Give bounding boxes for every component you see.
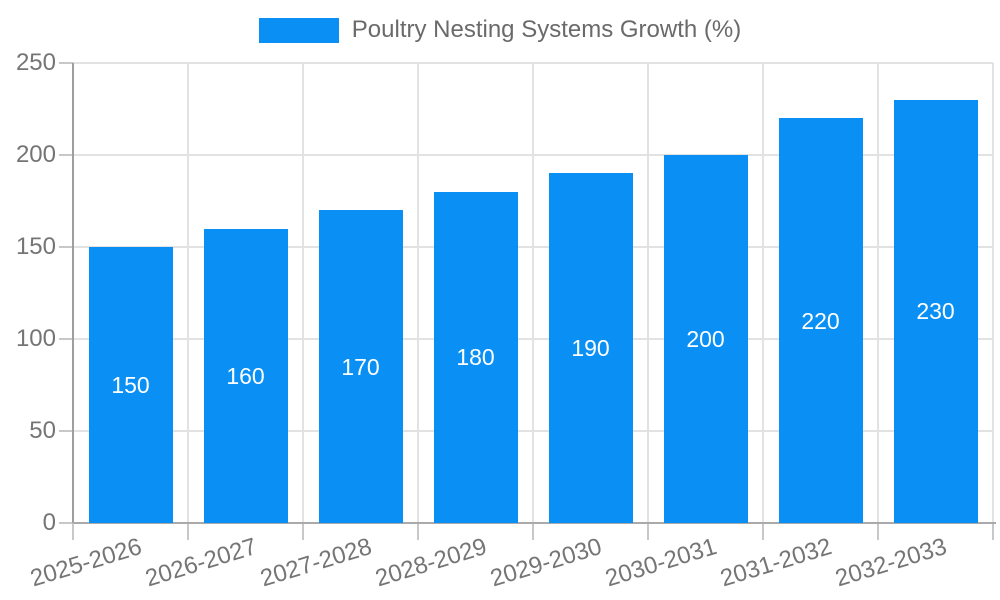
gridline-vertical xyxy=(877,63,879,523)
bar[interactable]: 160 xyxy=(203,228,288,523)
x-axis-tick xyxy=(877,523,879,540)
y-axis-label: 100 xyxy=(15,325,56,352)
y-axis-tick xyxy=(59,430,73,432)
bar[interactable]: 200 xyxy=(663,155,748,523)
gridline-vertical xyxy=(647,63,649,523)
bar-value-label: 220 xyxy=(801,307,840,334)
gridline-vertical xyxy=(762,63,764,523)
bar[interactable]: 190 xyxy=(548,173,633,523)
y-axis-tick xyxy=(59,62,73,64)
bar[interactable]: 170 xyxy=(318,210,403,523)
gridline-vertical xyxy=(187,63,189,523)
x-axis-tick xyxy=(417,523,419,540)
x-axis-tick xyxy=(532,523,534,540)
x-axis-tick xyxy=(992,523,994,540)
bar-value-label: 200 xyxy=(686,326,725,352)
y-axis-line xyxy=(72,63,74,523)
bar[interactable]: 180 xyxy=(433,191,518,523)
legend-swatch-icon xyxy=(258,17,339,43)
gridline-vertical xyxy=(302,63,304,523)
bar[interactable]: 220 xyxy=(778,118,863,523)
legend-label: Poultry Nesting Systems Growth (%) xyxy=(351,16,742,43)
bar-value-label: 190 xyxy=(571,335,610,362)
y-axis-label: 250 xyxy=(15,49,56,76)
x-axis-line xyxy=(73,522,996,524)
x-axis-tick xyxy=(302,523,304,540)
legend[interactable]: Poultry Nesting Systems Growth (%) xyxy=(0,16,1000,44)
bar[interactable]: 230 xyxy=(893,99,978,523)
gridline-vertical xyxy=(417,63,419,523)
y-axis-label: 200 xyxy=(15,141,56,168)
x-axis-tick xyxy=(647,523,649,540)
y-axis-tick xyxy=(59,154,73,156)
bar-value-label: 160 xyxy=(226,362,265,389)
bar-value-label: 170 xyxy=(341,353,380,380)
y-axis-tick xyxy=(59,246,73,248)
y-axis-tick xyxy=(59,522,73,524)
gridline-vertical xyxy=(532,63,534,523)
y-axis-label: 0 xyxy=(42,509,56,536)
bar-value-label: 180 xyxy=(456,344,495,371)
bar[interactable]: 150 xyxy=(88,247,173,523)
bar-value-label: 150 xyxy=(111,372,150,398)
x-axis-tick xyxy=(762,523,764,540)
gridline-vertical xyxy=(992,63,994,523)
y-axis-label: 150 xyxy=(15,233,56,260)
x-axis-tick xyxy=(72,523,74,540)
bar-value-label: 230 xyxy=(916,298,955,325)
x-axis-tick xyxy=(187,523,189,540)
y-axis-label: 50 xyxy=(29,417,56,444)
y-axis-tick xyxy=(59,338,73,340)
